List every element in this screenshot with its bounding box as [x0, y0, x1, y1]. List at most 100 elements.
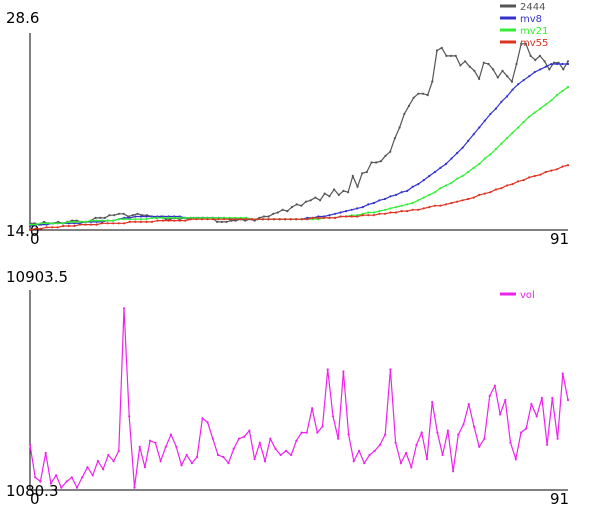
volume-point-vol-100: [551, 396, 554, 400]
price-point-mv55-16: [117, 222, 120, 225]
price-point-mv55-68: [406, 210, 409, 213]
price-point-mv21-5: [56, 222, 59, 225]
price-point-mv21-84: [494, 147, 497, 151]
price-point-2444-56: [290, 206, 294, 209]
price-point-mv55-52: [317, 216, 320, 219]
price-point-mv55-75: [444, 203, 448, 206]
price-point-mv8-93: [544, 65, 547, 68]
price-point-2444-72: [365, 170, 368, 174]
price-point-mv55-20: [139, 220, 142, 223]
price-point-mv55-95: [555, 168, 559, 171]
price-point-mv8-73: [433, 170, 436, 174]
price-point-mv55-86: [505, 184, 509, 187]
volume-point-vol-102: [561, 372, 564, 375]
price-point-mv8-65: [389, 195, 392, 198]
price-point-mv8-19: [134, 215, 137, 218]
price-point-2444-95: [473, 69, 476, 72]
price-point-mv21-62: [372, 211, 375, 214]
volume-point-vol-43: [253, 458, 256, 461]
price-point-mv8-20: [139, 215, 142, 218]
volume-point-vol-6: [60, 486, 63, 489]
volume-point-vol-79: [441, 453, 444, 457]
price-point-mv21-11: [89, 219, 93, 222]
volume-point-vol-46: [269, 437, 272, 440]
price-point-mv55-45: [278, 218, 281, 221]
price-point-2444-100: [496, 76, 499, 79]
volume-point-vol-67: [378, 443, 382, 446]
volume-point-vol-64: [363, 462, 366, 465]
price-point-mv55-26: [173, 219, 176, 222]
price-point-mv55-44: [272, 218, 276, 221]
price-point-mv55-60: [361, 214, 364, 217]
volume-point-vol-29: [180, 464, 183, 467]
price-point-2444-71: [361, 172, 364, 175]
price-point-mv55-50: [306, 218, 309, 221]
price-point-mv21-63: [378, 210, 381, 213]
price-point-mv21-83: [489, 153, 492, 156]
price-point-mv55-9: [78, 223, 81, 226]
price-point-mv55-83: [489, 191, 492, 194]
price-point-2444-68: [347, 191, 350, 194]
price-point-mv21-64: [383, 208, 387, 211]
price-x-start-label: 0: [30, 230, 40, 248]
price-point-mv8-72: [428, 174, 431, 178]
price-point-mv8-80: [472, 133, 475, 136]
price-point-2444-91: [454, 54, 457, 58]
volume-point-vol-94: [519, 431, 523, 434]
volume-point-vol-28: [175, 445, 178, 448]
price-point-2444-60: [309, 199, 312, 202]
price-point-mv21-20: [139, 218, 142, 221]
volume-point-vol-42: [248, 429, 251, 432]
price-point-mv8-88: [517, 83, 520, 86]
volume-point-vol-78: [436, 431, 439, 434]
price-point-2444-90: [449, 54, 453, 58]
price-point-2444-87: [435, 49, 439, 52]
volume-point-vol-55: [316, 431, 319, 434]
price-point-2444-105: [520, 42, 523, 45]
volume-point-vol-8: [70, 476, 73, 479]
price-point-mv21-97: [566, 85, 570, 89]
price-point-mv55-71: [422, 207, 425, 210]
volume-point-vol-5: [55, 474, 58, 477]
price-point-mv55-66: [395, 211, 398, 214]
legend-item-mv55: mv55: [500, 38, 548, 49]
price-point-2444-41: [220, 220, 223, 223]
price-point-mv55-40: [250, 218, 253, 221]
price-point-mv8-75: [444, 162, 448, 165]
price-point-mv55-84: [494, 188, 497, 191]
volume-point-vol-63: [358, 449, 361, 452]
price-point-mv21-1: [34, 223, 37, 226]
volume-point-vol-41: [243, 435, 246, 438]
price-point-2444-3: [42, 220, 46, 223]
price-point-mv55-91: [533, 174, 536, 178]
price-point-mv55-29: [189, 218, 192, 221]
volume-point-vol-22: [143, 466, 146, 469]
price-point-mv8-71: [422, 179, 425, 182]
price-point-mv55-4: [51, 226, 54, 229]
volume-point-vol-103: [566, 398, 570, 402]
volume-point-vol-3: [44, 451, 47, 455]
price-point-mv55-64: [383, 212, 387, 215]
price-point-2444-78: [393, 137, 396, 140]
price-point-2444-65: [333, 188, 336, 191]
volume-point-vol-26: [164, 445, 167, 448]
price-point-mv21-17: [123, 218, 126, 221]
price-point-mv55-62: [372, 214, 375, 217]
price-point-mv8-89: [522, 79, 525, 82]
price-point-mv55-13: [101, 222, 104, 225]
legend-label-mv55: mv55: [520, 38, 548, 49]
price-point-2444-61: [314, 196, 317, 199]
price-point-mv55-7: [67, 224, 70, 228]
price-point-2444-23: [136, 212, 139, 215]
price-point-mv55-35: [223, 218, 226, 221]
price-point-mv21-69: [411, 201, 414, 205]
price-point-mv55-55: [334, 216, 337, 219]
volume-point-vol-15: [107, 453, 110, 457]
price-point-mv55-89: [522, 179, 525, 182]
price-point-mv8-70: [417, 183, 420, 186]
price-point-mv21-71: [422, 196, 425, 199]
price-point-2444-80: [403, 112, 406, 116]
price-point-mv21-8: [73, 220, 76, 223]
volume-point-vol-84: [467, 403, 470, 406]
price-point-mv8-57: [345, 210, 348, 213]
